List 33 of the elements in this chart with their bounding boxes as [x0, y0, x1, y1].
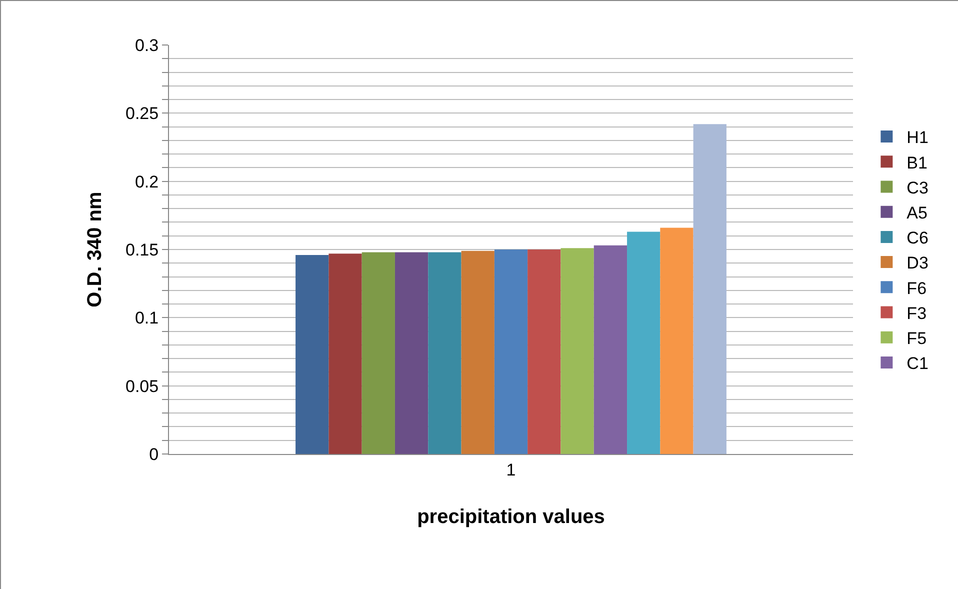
bar — [461, 250, 494, 454]
y-axis-title: O.D. 340 nm — [84, 192, 106, 308]
legend-label: C3 — [906, 178, 928, 198]
legend-label: C6 — [906, 228, 928, 248]
bar — [362, 252, 395, 454]
legend-label: F6 — [906, 278, 927, 298]
bar — [394, 252, 428, 454]
y-tick-label: 0 — [149, 444, 159, 464]
legend-label: C1 — [906, 354, 928, 374]
y-tick-label: 0.15 — [126, 240, 159, 260]
legend-label: A5 — [906, 203, 928, 222]
y-tick-label: 0.1 — [134, 308, 159, 328]
bar — [560, 248, 594, 454]
bar — [296, 254, 329, 454]
bar — [528, 250, 561, 454]
legend-label: D3 — [906, 254, 928, 273]
bar — [627, 232, 660, 454]
bar — [660, 228, 694, 454]
bar — [693, 124, 726, 454]
x-axis-title: precipitation values — [417, 506, 605, 528]
legend-label: B1 — [906, 153, 928, 172]
y-tick-label: 0.3 — [134, 36, 159, 55]
legend-label: H1 — [906, 128, 928, 148]
y-tick-label: 0.25 — [126, 104, 159, 124]
bar — [428, 252, 462, 454]
y-tick-label: 0.05 — [126, 376, 159, 396]
bar — [594, 245, 628, 454]
bar — [328, 254, 362, 454]
legend-label: F3 — [906, 304, 927, 323]
bar — [494, 250, 528, 454]
y-tick-label: 0.2 — [134, 172, 159, 192]
x-tick-label: 1 — [506, 460, 516, 480]
legend-label: F5 — [906, 328, 927, 348]
